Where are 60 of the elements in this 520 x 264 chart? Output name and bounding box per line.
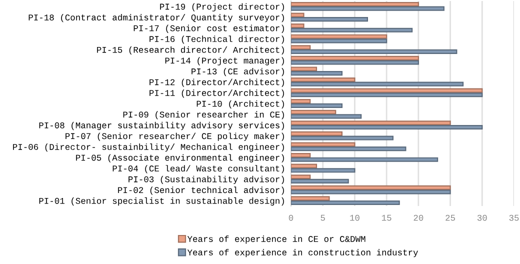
bar [291, 66, 318, 72]
x-tick-label: 0 [288, 214, 294, 221]
y-tick-label: PI-11 (Director/Architect) [150, 90, 284, 98]
bar [291, 124, 483, 130]
y-tick-label: PI-15 (Research director/ Architect) [97, 46, 284, 55]
y-tick-label: PI-18 (Contract administrator/ Quantity surveyor) [28, 14, 284, 22]
bar [291, 60, 419, 65]
y-tick-label: PI-01 (Senior specialist in sustainable design) [39, 197, 284, 206]
bar [291, 190, 451, 194]
y-tick-label: PI-08 (Manager sustainbility advisory services) [39, 122, 284, 130]
y-tick-label: PI-16 (Technical director) [150, 36, 284, 44]
bar [291, 178, 349, 184]
bar [291, 142, 356, 147]
x-tick-label: 35 [509, 214, 519, 221]
x-tick-label: 25 [446, 214, 455, 221]
x-tick-label: 30 [477, 214, 487, 221]
y-tick-label: PI-10 (Architect) [196, 100, 284, 108]
bar [291, 38, 388, 44]
y-tick-label: PI-07 (Senior researcher/ CE policy maker) [66, 132, 284, 141]
x-tick-label: 5 [320, 214, 325, 221]
y-tick-label: PI-13 (CE advisor) [192, 68, 284, 76]
y-tick-label: PI-14 (Project manager) [165, 57, 284, 66]
bar [291, 146, 406, 152]
y-tick-label: PI-09 (Senior researcher in CE) [123, 111, 284, 120]
bar [291, 82, 464, 86]
bar [291, 17, 368, 22]
bar [291, 174, 311, 180]
bar [291, 28, 413, 32]
bar [291, 12, 304, 18]
bar [291, 103, 343, 108]
y-tick-label: PI-04 (CE lead/ Waste consultant) [112, 165, 284, 174]
bar [291, 71, 343, 76]
y-tick-label: PI-05 (Associate environmental engineer) [76, 154, 284, 162]
bar [291, 200, 400, 206]
bar [291, 168, 356, 173]
x-tick-label: 10 [350, 214, 360, 221]
bar [291, 77, 356, 82]
y-tick-label: PI-19 (Project director) [160, 3, 284, 12]
bar [291, 45, 311, 50]
bar [291, 196, 330, 201]
bar [291, 24, 304, 28]
bar [291, 153, 311, 158]
bar [291, 120, 451, 126]
bar [291, 92, 483, 98]
bar [291, 114, 362, 119]
bar [291, 6, 444, 11]
legend-label: Years of experience in construction industry [187, 249, 418, 258]
y-tick-label: PI-02 (Senior technical advisor) [118, 186, 284, 195]
bar [291, 99, 311, 104]
bar [291, 136, 394, 140]
y-tick-label: PI-06 (Director- sustainbility/ Mechanical engineer) [13, 143, 284, 152]
bar [291, 49, 458, 54]
y-tick-label: PI-12 (Director/Architect) [150, 78, 284, 87]
x-tick-label: 15 [382, 214, 392, 221]
bar [291, 2, 419, 7]
y-tick-label: PI-03 (Sustainability advisor) [128, 176, 284, 184]
y-tick-label: PI-17 (Senior cost estimator) [134, 24, 284, 33]
bar [291, 157, 438, 162]
legend-label: Years of experience in CE or C&DWM [187, 236, 366, 244]
x-tick-label: 20 [414, 214, 424, 221]
